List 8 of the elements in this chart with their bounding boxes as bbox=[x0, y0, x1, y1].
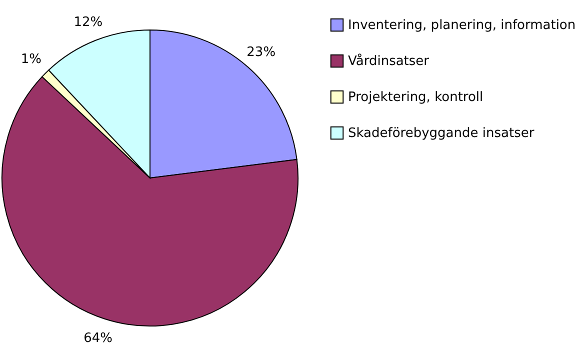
legend-label: Projektering, kontroll bbox=[348, 90, 484, 105]
legend-label: Vårdinsatser bbox=[348, 53, 430, 69]
legend-label: Skadeförebyggande insatser bbox=[348, 126, 535, 141]
data-label: 12% bbox=[74, 14, 103, 30]
legend-label: Inventering, planering, information bbox=[348, 18, 576, 33]
data-label: 23% bbox=[246, 44, 276, 60]
data-label: 1% bbox=[20, 52, 42, 68]
data-label: 64% bbox=[84, 330, 113, 346]
